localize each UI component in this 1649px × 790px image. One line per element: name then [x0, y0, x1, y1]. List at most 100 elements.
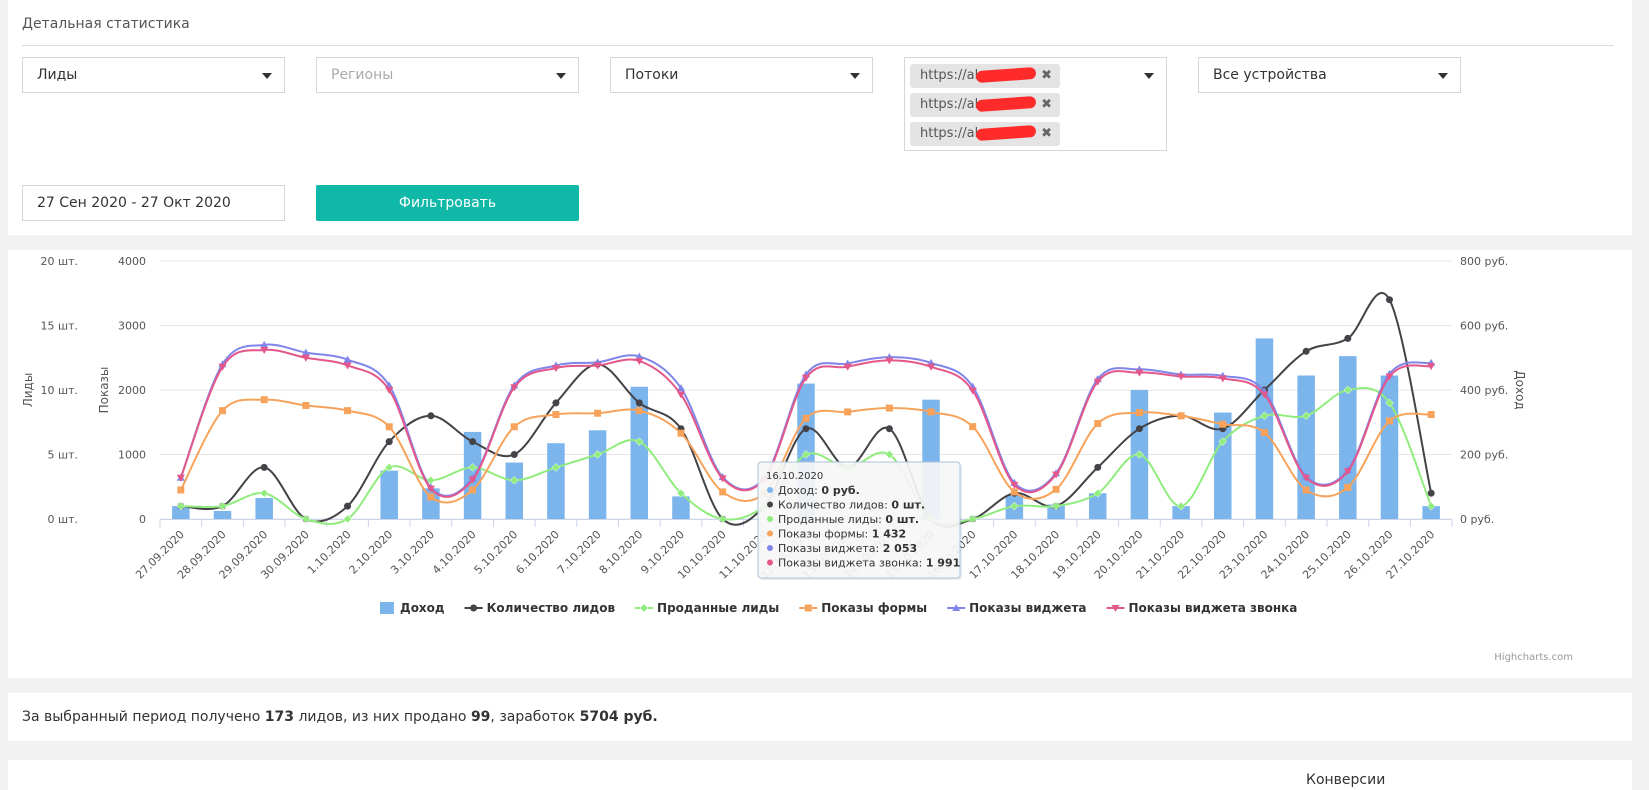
legend-item[interactable]: Показы формы [799, 601, 927, 615]
series-point [385, 423, 393, 431]
legend-item[interactable]: Доход [380, 601, 445, 615]
summary-text: За выбранный период получено 173 лидов, … [22, 709, 658, 725]
legend-label: Показы виджета звонка [1129, 601, 1298, 615]
legend-symbol [380, 602, 394, 614]
leads-select-value: Лиды [37, 67, 78, 83]
series-point [593, 362, 602, 370]
urls-multiselect[interactable]: https://ak ✖ https://ak ✖ https://ak ✖ [904, 57, 1167, 151]
chevron-down-icon [1438, 73, 1448, 79]
x-tick-label: 8.10.2020 [597, 528, 646, 577]
income-bar [1255, 338, 1274, 519]
credits[interactable]: Highcharts.com [1494, 652, 1573, 663]
close-icon[interactable]: ✖ [1041, 126, 1052, 141]
series-point [1094, 463, 1102, 471]
tooltip-dot [767, 545, 773, 551]
summary-sold-count: 99 [470, 709, 491, 725]
series-point [551, 463, 561, 472]
series-point [427, 412, 435, 420]
series-point [426, 485, 435, 493]
chart-tooltip: 16.10.2020 Доход: 0 руб. Количество лидов:… [757, 461, 962, 580]
series-point [1301, 411, 1311, 421]
devices-select[interactable]: Все устройства [1198, 57, 1461, 93]
income-bar [380, 470, 398, 519]
summary-panel: За выбранный период получено 173 лидов, … [8, 693, 1632, 741]
series-point [260, 347, 269, 355]
series-point [594, 409, 602, 417]
regions-select-placeholder: Регионы [331, 67, 394, 83]
income-axis-tick: 200 руб. [1460, 449, 1508, 462]
chart-legend: Доход Количество лидов Проданные лиды Показ… [380, 601, 1297, 615]
chevron-down-icon [556, 73, 566, 79]
series-point [969, 423, 977, 431]
streams-select[interactable]: Потоки [610, 57, 873, 93]
legend-item[interactable]: Показы виджета звонка [1106, 601, 1298, 615]
series-point [344, 502, 352, 510]
series-point [1219, 420, 1227, 428]
series-point [1094, 420, 1102, 428]
income-axis-tick: 800 руб. [1460, 255, 1508, 268]
tooltip-row: Показы виджета: 2 053 [778, 542, 917, 555]
shows-axis-tick: 2000 [118, 384, 146, 397]
series-point [1177, 412, 1185, 420]
series-point [968, 514, 978, 524]
leads-axis-tick: 20 шт. [41, 255, 78, 268]
series-point [1093, 488, 1103, 498]
series-point [1426, 501, 1436, 511]
date-range-input[interactable]: 27 Сен 2020 - 27 Окт 2020 [22, 185, 285, 221]
series-point [1427, 411, 1435, 419]
x-tick-label: 6.10.2020 [513, 528, 562, 577]
series-point [676, 384, 685, 392]
x-tick-label: 4.10.2020 [430, 528, 479, 577]
series-point [635, 357, 644, 365]
statistics-chart[interactable]: 0 шт. 0 0 руб. 5 шт. 1000 200 руб. 10 шт. 2000 4… [8, 250, 1632, 678]
x-tick-label: 3.10.2020 [388, 528, 437, 577]
series-5 [176, 347, 1436, 498]
series-point [1010, 481, 1019, 489]
series-point [802, 374, 810, 382]
chevron-down-icon [850, 73, 860, 79]
series-point [1260, 411, 1269, 421]
tooltip-date: 16.10.2020 [766, 471, 823, 482]
close-icon[interactable]: ✖ [1041, 68, 1052, 83]
income-bar [1088, 493, 1107, 519]
tooltip-dot [767, 559, 773, 566]
series-point [1260, 429, 1268, 437]
tooltip-dot [767, 530, 773, 537]
series-point [1111, 605, 1120, 612]
series-point [676, 488, 686, 498]
redaction-mark [975, 66, 1037, 84]
leads-select[interactable]: Лиды [22, 57, 285, 93]
income-bar [1297, 375, 1315, 519]
summary-leads-count: 173 [264, 709, 295, 725]
series-point [1135, 409, 1143, 417]
tooltip-row: Количество лидов: 0 шт. [778, 499, 925, 512]
leads-axis-tick: 5 шт. [48, 449, 78, 462]
filter-button[interactable]: Фильтровать [316, 185, 579, 221]
series-point [804, 604, 812, 612]
tooltip-row: Доход: 0 руб. [778, 484, 860, 497]
series-point [639, 603, 649, 613]
series-point [1177, 373, 1186, 381]
regions-select[interactable]: Регионы [316, 57, 579, 93]
series-point [1343, 468, 1352, 476]
series-point [927, 408, 935, 416]
series-point [1260, 391, 1269, 399]
income-bar [213, 510, 232, 519]
income-bar [505, 462, 524, 519]
series-point [302, 401, 310, 409]
series-point [1302, 486, 1310, 494]
series-point [1010, 501, 1019, 511]
series-point [676, 391, 685, 399]
close-icon[interactable]: ✖ [1041, 97, 1052, 112]
legend-item[interactable]: Количество лидов [464, 601, 616, 615]
legend-item[interactable]: Показы виджета [947, 601, 1087, 615]
url-tag-label: https://ak [920, 97, 983, 112]
chevron-down-icon [1144, 73, 1154, 79]
shows-axis-label: Показы [97, 367, 111, 414]
legend-item[interactable]: Проданные лиды [635, 601, 779, 615]
legend-label: Доход [400, 601, 445, 615]
income-bar [1339, 356, 1357, 519]
income-bar [1422, 506, 1440, 519]
series-point [635, 407, 643, 415]
tooltip-row: Показы формы: 1 432 [778, 528, 906, 541]
